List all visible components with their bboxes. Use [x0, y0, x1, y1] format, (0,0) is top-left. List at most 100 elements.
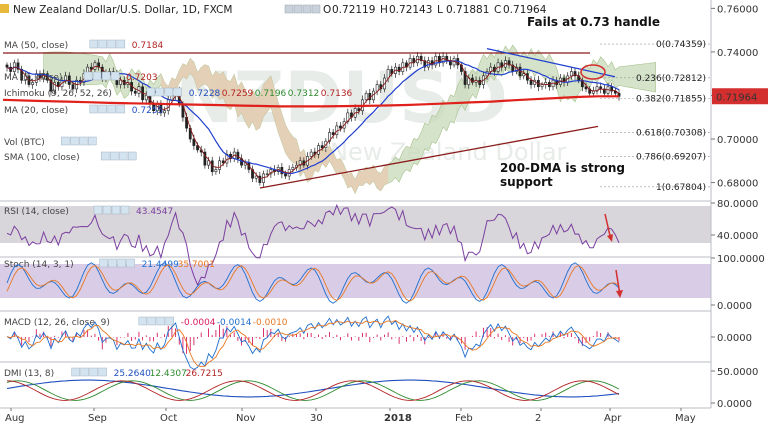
candle-body — [133, 90, 137, 94]
settings-icon[interactable] — [155, 87, 165, 97]
pane-tick-label: 0.0000 — [717, 399, 752, 410]
candle-body — [364, 92, 368, 101]
time-tick-label: Feb — [455, 413, 473, 424]
settings-icon[interactable] — [80, 367, 89, 377]
candle-body — [540, 84, 544, 88]
pane-value: 21.4499 — [142, 260, 179, 270]
close-icon[interactable] — [156, 316, 166, 326]
settings-icon[interactable] — [108, 258, 117, 268]
macd-pane: MACD (12, 26, close, 9) -0.0004 -0.0014 -0.… — [4, 315, 752, 370]
settings-icon[interactable] — [98, 104, 108, 114]
pane-label: DMI (13, 8) — [4, 369, 54, 379]
ma-200-line — [2, 95, 619, 108]
settings-icon[interactable] — [102, 205, 112, 215]
arrow-head — [607, 234, 613, 242]
plus-icon[interactable] — [116, 104, 126, 114]
eye-icon[interactable] — [71, 367, 80, 377]
close-icon[interactable] — [101, 71, 111, 81]
candle-body — [357, 108, 361, 112]
close-icon[interactable] — [107, 104, 117, 114]
collapse-icon[interactable] — [0, 4, 9, 13]
current-price-label: 0.71964 — [716, 92, 757, 103]
eye-icon[interactable] — [89, 39, 99, 49]
close-icon[interactable] — [111, 205, 121, 215]
indicator-name: MA (5, close) — [4, 73, 62, 83]
eye-icon[interactable] — [100, 151, 110, 161]
settings-icon[interactable] — [109, 151, 119, 161]
pane-label: MACD (12, 26, close, 9) — [4, 318, 110, 328]
macd-signal-line — [6, 319, 620, 367]
stoch-d-line — [6, 264, 620, 302]
price-tick-label: 0.74000 — [717, 48, 758, 59]
indicator-legend: MA (50, close) 0.7184 MA (5, close) 0.7203 I… — [4, 39, 353, 163]
candle-body — [613, 90, 617, 94]
candle-body — [602, 88, 606, 94]
pane-tick-label: 50.0000 — [717, 367, 758, 378]
indicator-name: SMA (100, close) — [4, 153, 80, 163]
candle-body — [339, 125, 342, 129]
annotation-fails: Fails at 0.73 handle — [527, 15, 660, 29]
fib-label: 0(0.74359) — [656, 40, 706, 50]
close-icon[interactable] — [89, 367, 98, 377]
plus-icon[interactable] — [173, 87, 183, 97]
price-tick-label: 0.68000 — [717, 179, 758, 190]
pane-value: 35.7001 — [178, 260, 215, 270]
plus-icon[interactable] — [116, 39, 126, 49]
plus-icon[interactable] — [311, 4, 321, 14]
plus-icon[interactable] — [88, 136, 97, 146]
candle-body — [218, 160, 221, 170]
candle-body — [214, 169, 218, 172]
settings-icon[interactable] — [293, 4, 303, 14]
plus-icon[interactable] — [120, 205, 130, 215]
eye-icon[interactable] — [146, 87, 156, 97]
ichimoku-cloud — [43, 44, 656, 194]
plus-icon[interactable] — [127, 151, 137, 161]
close-icon[interactable] — [107, 39, 117, 49]
close-icon[interactable] — [117, 258, 126, 268]
candle-body — [419, 55, 423, 61]
eye-icon[interactable] — [83, 71, 93, 81]
close-icon[interactable] — [79, 136, 88, 146]
time-tick-label: Sep — [88, 413, 107, 424]
candle-body — [463, 71, 467, 85]
indicator-value: 0.7312 — [288, 89, 320, 99]
settings-icon[interactable] — [98, 39, 108, 49]
close-icon[interactable] — [164, 87, 174, 97]
eye-icon[interactable] — [138, 316, 148, 326]
eye-icon[interactable] — [284, 4, 294, 14]
pane-value: -0.0014 — [217, 318, 252, 328]
plus-icon[interactable] — [165, 316, 175, 326]
settings-icon[interactable] — [70, 136, 79, 146]
pane-tick-label: 80.0000 — [717, 199, 758, 210]
candle-body — [291, 167, 295, 170]
indicator-value: 0.7255 — [132, 106, 164, 116]
plus-icon[interactable] — [110, 71, 120, 81]
close-icon[interactable] — [118, 151, 128, 161]
settings-icon[interactable] — [147, 316, 157, 326]
ohlc-value: 0.71964 — [503, 4, 547, 16]
close-icon[interactable] — [302, 4, 312, 14]
watermark-sub: New Zealand Dollar — [330, 138, 567, 166]
candle-body — [573, 71, 577, 77]
candle-body — [53, 82, 57, 92]
indicator-value: 0.7196 — [255, 89, 287, 99]
eye-icon[interactable] — [61, 136, 70, 146]
indicator-value: 0.7203 — [126, 73, 158, 83]
candle-body — [507, 60, 511, 66]
candle-body — [569, 71, 573, 77]
eye-icon[interactable] — [99, 258, 108, 268]
candle-body — [97, 62, 101, 68]
pane-value: 43.4547 — [136, 207, 173, 217]
pane-value: -0.0010 — [253, 318, 288, 328]
indicator-value: 0.7259 — [222, 89, 254, 99]
eye-icon[interactable] — [89, 104, 99, 114]
plus-icon[interactable] — [98, 367, 107, 377]
plus-icon[interactable] — [126, 258, 135, 268]
descending-trendline — [486, 48, 616, 78]
fibonacci-levels: 0(0.74359) 0.236(0.72812) 0.382(0.71855) 0.… — [600, 40, 710, 193]
time-axis[interactable]: Aug Sep Oct Nov 30 2018 Feb 2 Apr May — [5, 408, 696, 424]
price-axis[interactable]: 0.760000.740000.720000.700000.680000.719… — [711, 4, 768, 190]
arrow-head — [616, 290, 623, 298]
eye-icon[interactable] — [93, 205, 103, 215]
settings-icon[interactable] — [92, 71, 102, 81]
